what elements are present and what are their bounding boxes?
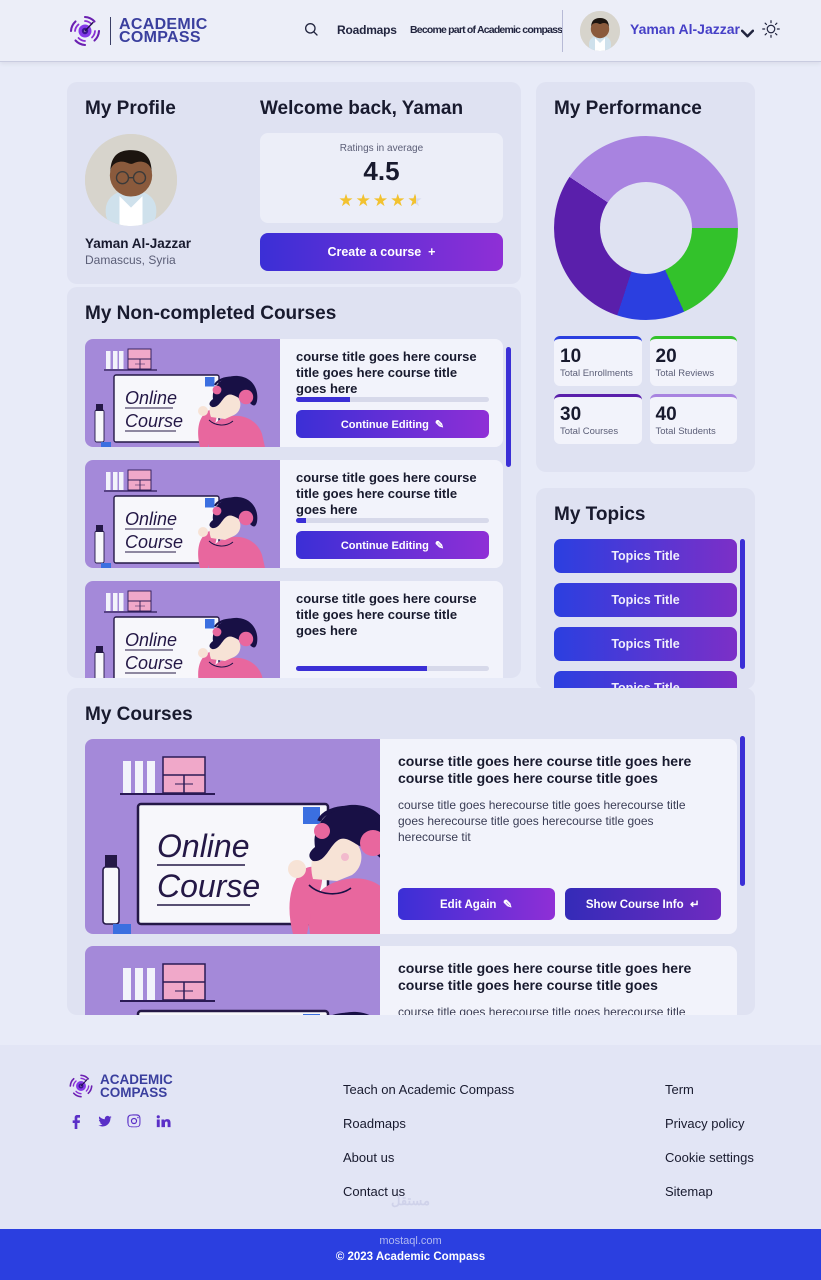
svg-text:Online: Online	[125, 630, 177, 650]
svg-text:Course: Course	[125, 532, 183, 552]
svg-text:Course: Course	[125, 653, 183, 673]
svg-text:Online: Online	[157, 828, 250, 864]
svg-text:Course: Course	[125, 411, 183, 431]
svg-text:Online: Online	[125, 509, 177, 529]
svg-text:Course: Course	[157, 868, 260, 904]
svg-text:Online: Online	[125, 388, 177, 408]
